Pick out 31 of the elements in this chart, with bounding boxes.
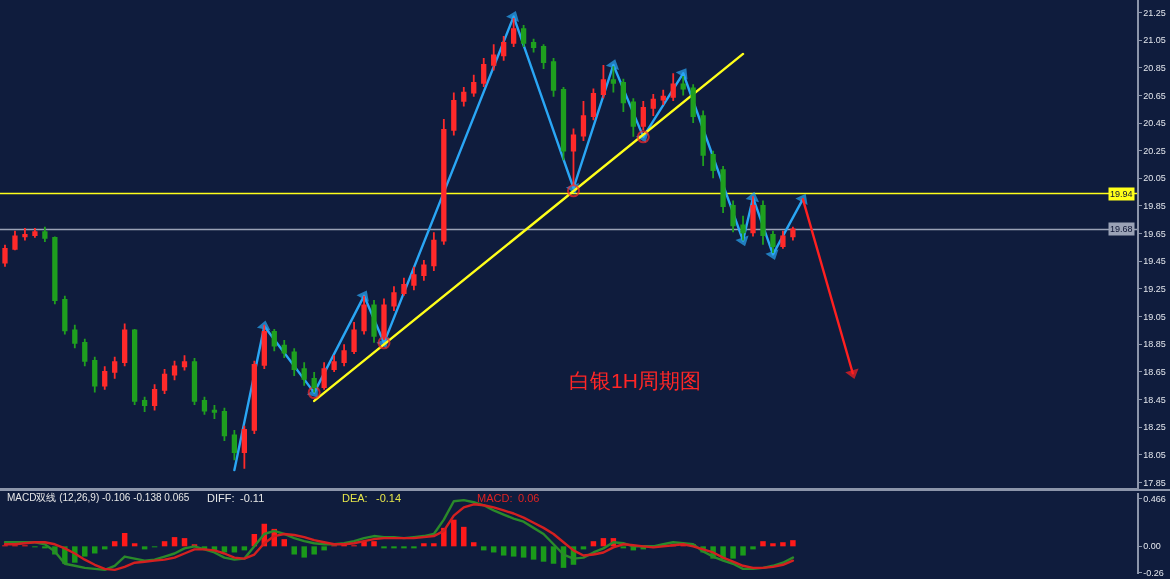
y-tick-label: 20.25 [1143,145,1166,156]
y-tick-label: 19.05 [1143,311,1166,322]
y-tick-label: 18.45 [1143,394,1166,405]
annotation: DIFF: [207,492,235,504]
annotation: MACD双线 (12,26,9) -0.106 -0.138 0.065 [7,492,190,503]
y-tick-label: 0.466 [1143,493,1166,504]
y-tick-label: 21.05 [1143,35,1166,46]
y-tick-label: 18.25 [1143,422,1166,433]
annotation: MACD: [477,492,513,504]
annotation: -0.11 [240,492,265,504]
y-tick-label: 19.45 [1143,256,1166,267]
y-tick-label: 20.65 [1143,90,1166,101]
y-tick-label: 20.85 [1143,62,1166,73]
y-tick-label: -0.26 [1143,568,1164,579]
y-tick-label: 19.65 [1143,228,1166,239]
y-tick-label: 20.05 [1143,173,1166,184]
y-tick-label: 20.45 [1143,118,1166,129]
y-tick-label: 0.00 [1143,541,1161,552]
ref-line-label: 19.68 [1110,224,1133,234]
y-tick-label: 21.25 [1143,7,1166,18]
annotation: DEA: [342,492,368,504]
ref-line-label: 19.94 [1110,189,1133,199]
annotation: 白银1H周期图 [569,369,701,392]
y-tick-label: 18.85 [1143,339,1166,350]
annotation: -0.14 [376,492,402,504]
y-tick-label: 19.25 [1143,284,1166,295]
annotation: 0.06 [518,492,540,504]
y-tick-label: 18.05 [1143,449,1166,460]
y-tick-label: 18.65 [1143,367,1166,378]
y-tick-label: 17.85 [1143,477,1166,488]
y-tick-label: 19.85 [1143,201,1166,212]
